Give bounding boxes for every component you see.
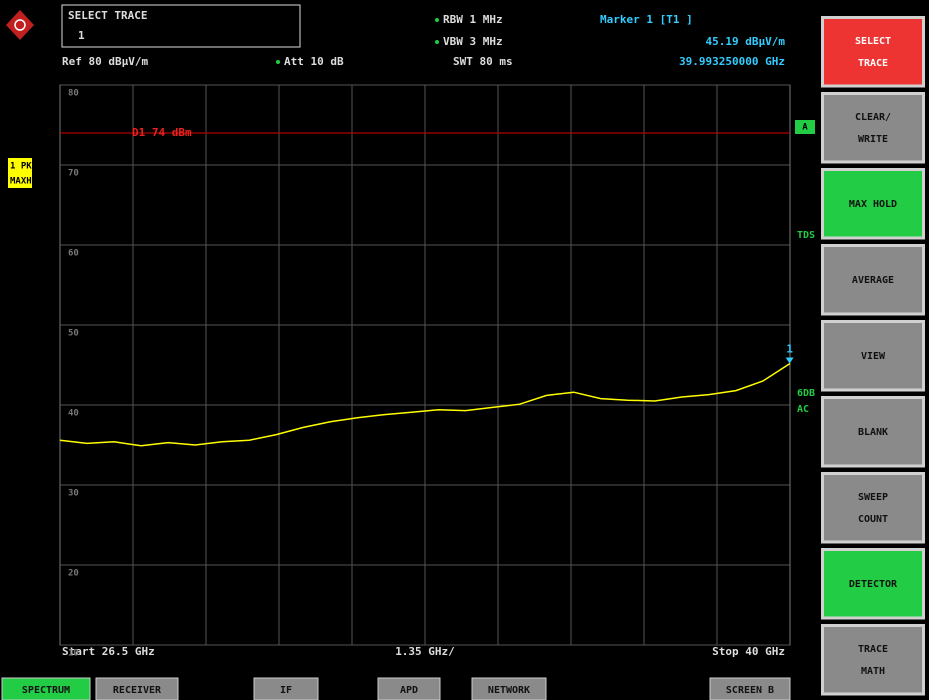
tab-face: [377, 677, 441, 700]
tab-label: RECEIVER: [113, 685, 162, 696]
softkey-face: [824, 171, 922, 237]
ac-label: AC: [797, 404, 809, 415]
tab[interactable]: IF: [253, 677, 319, 700]
tds-label: TDS: [797, 230, 815, 241]
tab[interactable]: APD: [377, 677, 441, 700]
softkey-face: [824, 19, 922, 85]
6db-label: 6DB: [797, 388, 815, 399]
ref-level: Ref 80 dBµV/m: [62, 55, 148, 68]
trace-info-box: [8, 158, 32, 188]
softkey-face: [824, 627, 922, 693]
softkey-face: [824, 399, 922, 465]
trace-mode: MAXH: [10, 177, 32, 187]
marker-level: 45.19 dBµV/m: [706, 35, 786, 48]
a-label: A: [802, 123, 808, 133]
softkey-face: [824, 551, 922, 617]
tab-label: NETWORK: [488, 685, 530, 696]
softkey-label: CLEAR/: [855, 112, 891, 123]
y-tick-label: 30: [68, 489, 79, 499]
vbw: VBW 3 MHz: [443, 35, 503, 48]
tab-label: SCREEN B: [726, 685, 774, 696]
softkey-label: TRACE: [858, 644, 888, 655]
tab[interactable]: SPECTRUM: [1, 677, 91, 700]
att-indicator: [276, 60, 280, 64]
tab-label: IF: [280, 685, 292, 696]
span-per-division: 1.35 GHz/: [395, 645, 455, 658]
softkey[interactable]: VIEW: [821, 320, 925, 392]
tab-face: [709, 677, 791, 700]
rbw-indicator: [435, 18, 439, 22]
softkey[interactable]: BLANK: [821, 396, 925, 468]
tab-face: [1, 677, 91, 700]
softkey-label: DETECTOR: [849, 579, 898, 590]
softkey-label: BLANK: [858, 427, 888, 438]
softkey-label: MAX HOLD: [849, 199, 897, 210]
tab[interactable]: NETWORK: [471, 677, 547, 700]
select-trace-box: [61, 4, 301, 48]
softkey-label: MATH: [861, 666, 885, 677]
softkey[interactable]: SWEEP COUNT: [821, 472, 925, 544]
sweep-time: SWT 80 ms: [453, 55, 513, 68]
stop-frequency: Stop 40 GHz: [712, 645, 785, 658]
softkey[interactable]: SELECT TRACE: [821, 16, 925, 88]
select-trace-value: 1: [78, 29, 85, 42]
rbw: RBW 1 MHz: [443, 13, 503, 26]
tab-face: [95, 677, 179, 700]
attenuation: Att 10 dB: [284, 55, 344, 68]
softkey-label: SELECT: [855, 36, 891, 47]
logo: [6, 10, 34, 40]
softkey-face: [824, 323, 922, 389]
tab-label: SPECTRUM: [22, 685, 70, 696]
softkey-face: [824, 475, 922, 541]
softkey-face: [824, 95, 922, 161]
vbw-indicator: [435, 40, 439, 44]
y-tick-label: 20: [68, 569, 79, 579]
start-frequency: Start 26.5 GHz: [62, 645, 155, 658]
tab-face: [471, 677, 547, 700]
marker-title: Marker 1 [T1 ]: [600, 13, 693, 26]
softkey[interactable]: TRACE MATH: [821, 624, 925, 696]
marker-frequency: 39.993250000 GHz: [679, 55, 785, 68]
a-box: [795, 120, 815, 134]
trace-detector: 1 PK: [10, 162, 32, 172]
softkey-label: TRACE: [858, 58, 888, 69]
softkey[interactable]: DETECTOR: [821, 548, 925, 620]
tab[interactable]: SCREEN B: [709, 677, 791, 700]
softkey-label: WRITE: [858, 134, 888, 145]
softkey-label: COUNT: [858, 514, 888, 525]
tab-face: [253, 677, 319, 700]
tab[interactable]: RECEIVER: [95, 677, 179, 700]
y-tick-label: 50: [68, 329, 79, 339]
y-tick-label: 10: [68, 649, 79, 659]
softkey-label: AVERAGE: [852, 275, 894, 286]
softkey-label: SWEEP: [858, 492, 888, 503]
marker: [785, 357, 794, 364]
softkey[interactable]: MAX HOLD: [821, 168, 925, 240]
marker-label: 1: [786, 342, 793, 355]
tab-label: APD: [400, 685, 418, 696]
y-tick-label: 60: [68, 249, 79, 259]
softkey-face: [824, 247, 922, 313]
select-trace-label: SELECT TRACE: [68, 9, 147, 22]
softkey[interactable]: AVERAGE: [821, 244, 925, 316]
display-line-label: D1 74 dBm: [132, 126, 192, 139]
y-tick-label: 70: [68, 169, 79, 179]
y-tick-label: 40: [68, 409, 79, 419]
y-tick-label: 80: [68, 89, 79, 99]
trace: [59, 362, 791, 447]
softkey-label: VIEW: [861, 351, 886, 362]
softkey[interactable]: CLEAR/WRITE: [821, 92, 925, 164]
